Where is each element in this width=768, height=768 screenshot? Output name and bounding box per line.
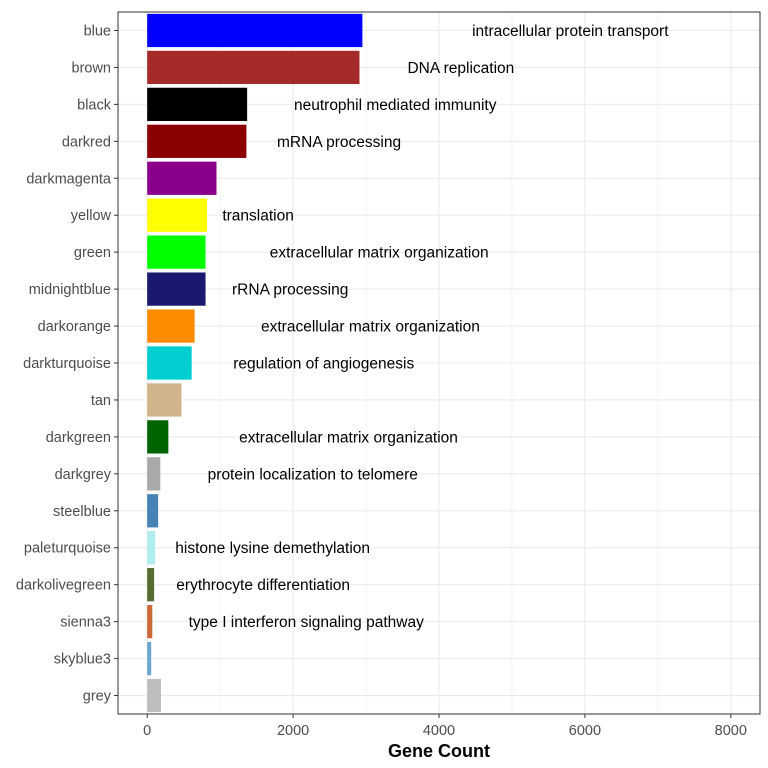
y-label-blue: blue (84, 23, 111, 39)
bar-darkmagenta (147, 161, 217, 195)
annotation-darkturquoise: regulation of angiogenesis (233, 356, 414, 373)
annotation-green: extracellular matrix organization (270, 245, 489, 262)
annotation-darkred: mRNA processing (277, 134, 401, 151)
y-label-brown: brown (72, 60, 112, 76)
bar-sienna3 (147, 605, 153, 639)
y-label-darkmagenta: darkmagenta (26, 171, 112, 187)
y-label-darkred: darkred (62, 134, 111, 150)
grid-lines (118, 12, 760, 714)
bar-midnightblue (147, 272, 206, 306)
x-axis-ticks: 0 2000 4000 6000 8000 (143, 714, 747, 739)
bar-green (147, 235, 206, 269)
y-label-sienna3: sienna3 (60, 615, 111, 631)
bar-blue (147, 13, 363, 48)
annotation-brown: DNA replication (407, 60, 514, 77)
x-tick-label: 0 (143, 723, 151, 739)
y-label-yellow: yellow (71, 208, 112, 224)
y-label-paleturquoise: paleturquoise (24, 541, 111, 557)
bar-yellow (147, 198, 208, 232)
bar-darkolivegreen (147, 568, 155, 602)
y-axis-labels: blue brown black darkred darkmagenta yellow gr… (16, 23, 118, 705)
bar-darkgrey (147, 457, 161, 491)
x-tick-label: 6000 (569, 723, 601, 739)
annotation-midnightblue: rRNA processing (232, 282, 348, 299)
annotation-black: neutrophil mediated immunity (294, 97, 497, 114)
x-tick-label: 4000 (423, 723, 455, 739)
bar-steelblue (147, 494, 159, 528)
x-axis-title: Gene Count (388, 741, 490, 761)
bar-paleturquoise (147, 531, 156, 565)
x-tick-label: 2000 (277, 723, 309, 739)
annotations: intracellular protein transport DNA repli… (175, 23, 669, 631)
bar-skyblue3 (147, 641, 152, 676)
annotation-yellow: translation (222, 208, 294, 225)
bar-darkorange (147, 309, 195, 343)
y-label-darkolivegreen: darkolivegreen (16, 578, 111, 594)
bar-darkturquoise (147, 346, 192, 380)
annotation-darkgreen: extracellular matrix organization (239, 429, 458, 446)
y-label-tan: tan (91, 393, 111, 409)
y-label-black: black (77, 97, 112, 113)
y-label-grey: grey (83, 689, 112, 705)
bar-darkgreen (147, 420, 169, 454)
annotation-darkgrey: protein localization to telomere (208, 466, 418, 483)
bar-tan (147, 383, 182, 417)
bar-grey (147, 678, 162, 713)
y-label-darkorange: darkorange (38, 319, 111, 335)
annotation-blue: intracellular protein transport (472, 23, 669, 40)
annotation-darkolivegreen: erythrocyte differentiation (176, 577, 350, 594)
y-label-darkgrey: darkgrey (55, 467, 112, 483)
y-label-midnightblue: midnightblue (29, 282, 111, 298)
bars (147, 13, 363, 713)
y-label-green: green (74, 245, 111, 261)
x-tick-label: 8000 (715, 723, 747, 739)
y-label-darkturquoise: darkturquoise (23, 356, 111, 372)
y-label-steelblue: steelblue (53, 504, 111, 520)
bar-brown (147, 50, 360, 85)
bar-darkred (147, 124, 247, 158)
annotation-darkorange: extracellular matrix organization (261, 319, 480, 336)
annotation-sienna3: type I interferon signaling pathway (189, 614, 424, 631)
y-label-skyblue3: skyblue3 (54, 652, 111, 668)
y-label-darkgreen: darkgreen (46, 430, 111, 446)
annotation-paleturquoise: histone lysine demethylation (175, 540, 370, 557)
bar-black (147, 87, 248, 121)
